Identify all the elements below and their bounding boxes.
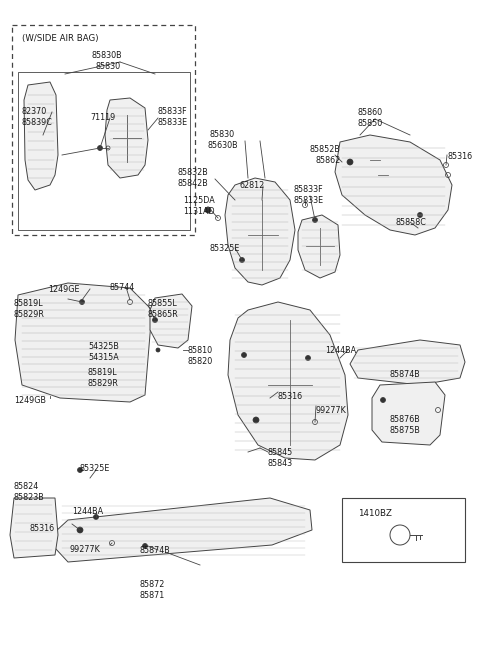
Text: 82370: 82370 [22,107,47,116]
Text: 1244BA: 1244BA [325,346,356,355]
Text: 1244BA: 1244BA [72,507,103,516]
Text: 85829R: 85829R [88,379,119,388]
Circle shape [153,318,157,323]
Text: 1410BZ: 1410BZ [358,509,392,518]
Text: 85820: 85820 [188,357,213,366]
Text: 85862: 85862 [316,156,341,165]
Text: 85852B: 85852B [310,145,341,154]
Text: 85630B: 85630B [208,141,239,150]
Polygon shape [55,498,312,562]
Text: 85839C: 85839C [22,118,53,127]
Text: 85855L: 85855L [148,299,178,308]
Text: 1131AD: 1131AD [183,207,215,216]
Circle shape [240,258,244,262]
Text: 85325E: 85325E [80,464,110,473]
Text: 54325B: 54325B [88,342,119,351]
Text: 99277K: 99277K [316,406,347,415]
Text: 85860: 85860 [358,108,383,117]
Text: 85819L: 85819L [14,299,44,308]
Text: 85874B: 85874B [140,546,171,555]
Circle shape [77,527,83,533]
Bar [12,25,195,235]
Polygon shape [372,382,445,445]
Text: 71119: 71119 [90,113,115,122]
Polygon shape [150,294,192,348]
Polygon shape [24,82,58,190]
Circle shape [205,207,211,213]
Polygon shape [10,498,58,558]
Text: 85874B: 85874B [390,370,421,379]
Text: (W/SIDE AIR BAG): (W/SIDE AIR BAG) [22,34,98,43]
Text: 1125DA: 1125DA [183,196,215,205]
Text: 85833F: 85833F [158,107,188,116]
Text: 85871: 85871 [140,591,165,600]
Text: 85830: 85830 [210,130,235,139]
Circle shape [80,300,84,304]
Circle shape [143,544,147,548]
Text: 85316: 85316 [30,524,55,533]
Text: 99277K: 99277K [70,545,101,554]
Circle shape [97,146,103,150]
Circle shape [347,159,353,165]
Text: 85829R: 85829R [14,310,45,319]
Polygon shape [228,302,348,460]
Text: 85872: 85872 [140,580,166,589]
Text: 85858C: 85858C [395,218,426,227]
Text: 62812: 62812 [240,181,265,190]
Circle shape [77,468,83,472]
Text: 85810: 85810 [188,346,213,355]
Text: 85843: 85843 [268,459,293,468]
Text: 85833F: 85833F [293,185,323,194]
Polygon shape [105,98,148,178]
Circle shape [305,356,311,361]
Polygon shape [350,340,465,385]
Circle shape [418,213,422,218]
Text: 85875B: 85875B [390,426,421,435]
Circle shape [94,514,98,520]
Polygon shape [225,178,295,285]
Bar [18,72,190,230]
Polygon shape [335,135,452,235]
Text: 85833E: 85833E [158,118,188,127]
Text: 85833E: 85833E [293,196,323,205]
Text: 85830: 85830 [96,62,121,71]
Circle shape [241,352,247,358]
Text: 85316: 85316 [447,152,472,161]
Text: 85824: 85824 [14,482,39,491]
Text: 85830B: 85830B [92,51,122,60]
Text: 85744: 85744 [110,283,135,292]
Text: 85842B: 85842B [178,179,209,188]
Text: 85325E: 85325E [210,244,240,253]
Text: 85876B: 85876B [390,415,421,424]
Polygon shape [15,283,152,402]
Text: 54315A: 54315A [88,353,119,362]
Circle shape [312,218,317,222]
Text: 85845: 85845 [268,448,293,457]
Text: 1249GB: 1249GB [14,396,46,405]
Text: 85865R: 85865R [148,310,179,319]
Text: 85850: 85850 [358,119,383,128]
Text: 85832B: 85832B [178,168,209,177]
Circle shape [156,348,160,352]
Text: 85823B: 85823B [14,493,45,502]
Text: 1249GE: 1249GE [48,285,80,294]
Circle shape [381,398,385,403]
Polygon shape [298,215,340,278]
Circle shape [253,417,259,423]
Bar [342,498,465,562]
Text: 85316: 85316 [278,392,303,401]
Text: 85819L: 85819L [88,368,118,377]
